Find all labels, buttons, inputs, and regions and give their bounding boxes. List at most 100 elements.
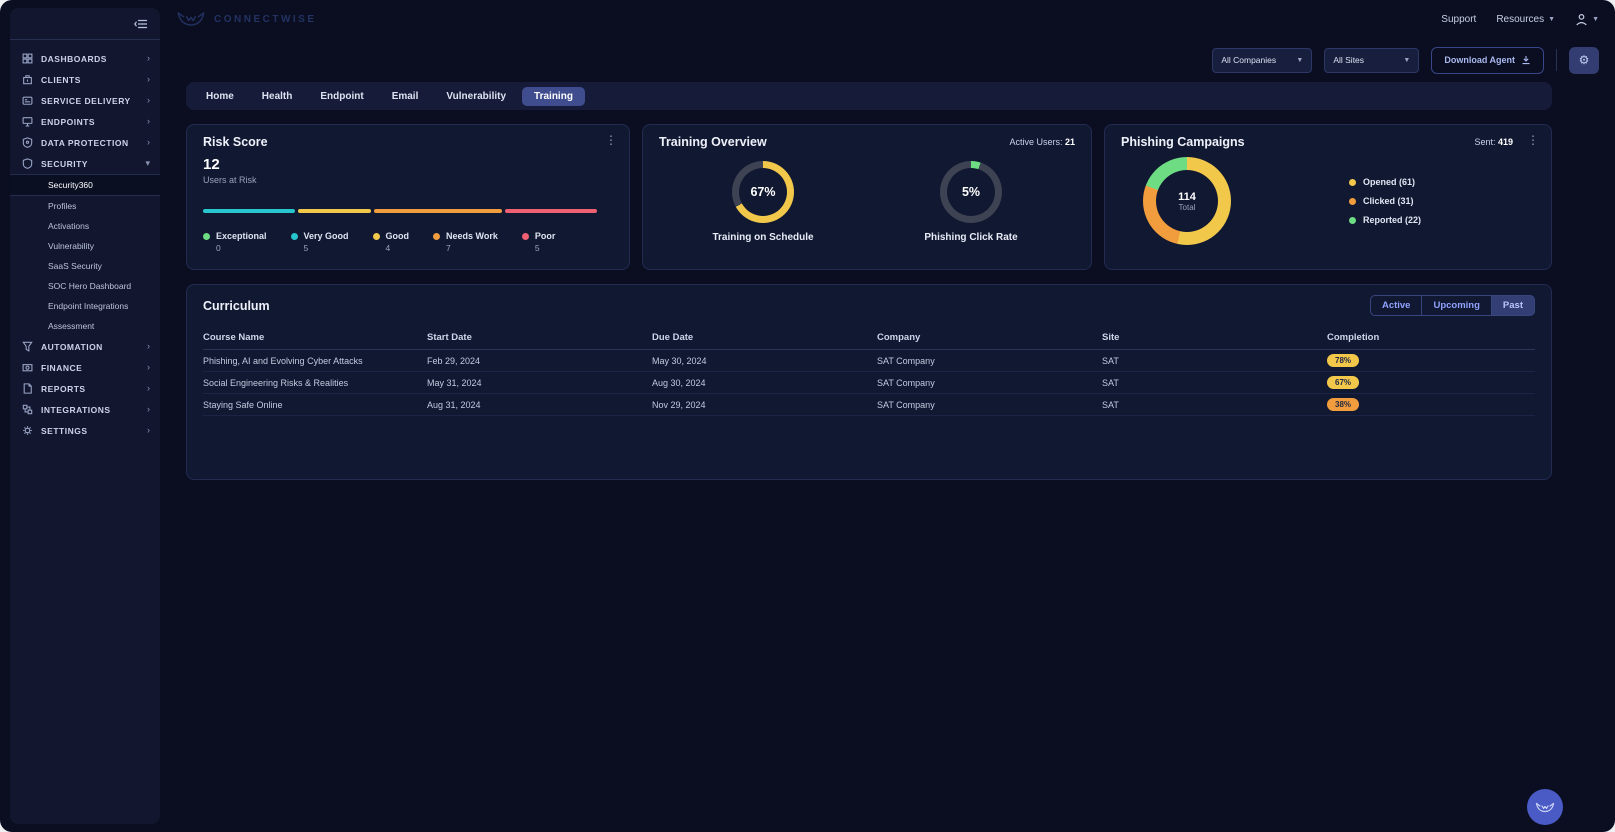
filters-toolbar: All Companies ▼ All Sites ▼ Download Age… [160,38,1615,82]
risk-score-card: Risk Score ⋮ 12 Users at Risk Exceptiona… [186,124,630,270]
chevron-right-icon: › [147,362,150,372]
tab-health[interactable]: Health [261,90,293,102]
card-title: Training Overview [659,135,767,149]
chevron-right-icon: › [147,74,150,84]
support-link[interactable]: Support [1441,13,1477,25]
users-at-risk-value: 12 [203,156,220,173]
resources-menu[interactable]: Resources ▼ [1496,13,1556,25]
kebab-menu-icon[interactable]: ⋮ [605,133,617,147]
legend-item: Exceptional 0 [203,231,267,253]
brand-logo: CONNECTWISE [176,10,317,28]
legend-item: Clicked (31) [1349,196,1421,206]
toolbar-divider [1556,49,1557,71]
chevron-right-icon: › [147,116,150,126]
risk-bar-segment [203,209,295,213]
chevron-down-icon: ▼ [1296,56,1304,64]
sidebar-subitem-endpoint-integrations[interactable]: Endpoint Integrations [48,301,129,311]
sidebar-subitem-soc-hero-dashboard[interactable]: SOC Hero Dashboard [48,281,132,291]
sidebar-item-dashboards[interactable]: DASHBOARDS › [10,48,160,69]
kebab-menu-icon[interactable]: ⋮ [1527,133,1539,147]
table-row[interactable]: Staying Safe Online Aug 31, 2024 Nov 29,… [203,394,1535,416]
companies-filter-dropdown[interactable]: All Companies ▼ [1212,47,1313,73]
legend-item: Very Good 5 [290,231,349,253]
header-actions: Support Resources ▼ ▼ [1441,13,1599,26]
table-row[interactable]: Phishing, AI and Evolving Cyber Attacks … [203,350,1535,372]
users-at-risk-label: Users at Risk [203,175,257,185]
settings-gear-icon [22,425,33,436]
sidebar-item-integrations[interactable]: INTEGRATIONS › [10,399,160,420]
phishing-legend: Opened (61) Clicked (31) Reported (22) [1349,177,1421,225]
sidebar-item-data-protection[interactable]: DATA PROTECTION › [10,132,160,153]
tab-training[interactable]: Training [522,86,585,106]
sidebar-subitem-saas-security[interactable]: SaaS Security [48,261,102,271]
sidebar-collapse-button[interactable] [134,19,148,29]
sidebar-item-clients[interactable]: CLIENTS › [10,69,160,90]
legend-item: Needs Work 7 [433,231,498,253]
curriculum-table: Course Name Start Date Due Date Company … [203,326,1535,416]
tab-email[interactable]: Email [391,90,419,102]
gauge-ring-0: 67% [732,161,794,223]
sidebar: DASHBOARDS › CLIENTS › SERVICE DELIVERY … [10,8,160,824]
brand-wordmark: CONNECTWISE [214,13,317,25]
settings-gear-button[interactable]: ⚙ [1569,46,1599,74]
tab-vulnerability[interactable]: Vulnerability [446,90,507,102]
download-icon [1522,56,1530,65]
gauge-ring-1: 5% [940,161,1002,223]
filter-past-button[interactable]: Past [1491,295,1535,316]
legend-item: Opened (61) [1349,177,1421,187]
sidebar-item-settings[interactable]: SETTINGS › [10,420,160,441]
legend-dot [290,232,298,240]
sidebar-subitem-activations[interactable]: Activations [48,221,90,231]
download-agent-button[interactable]: Download Agent [1431,46,1544,74]
legend-dot [1349,197,1356,205]
chevron-down-icon: ▼ [1403,56,1411,64]
training-overview-card: Training Overview Active Users: 21 67% T… [642,124,1092,270]
sidebar-item-service-delivery[interactable]: SERVICE DELIVERY › [10,90,160,111]
active-users: Active Users: 21 [1009,137,1075,147]
sidebar-subitem-assessment[interactable]: Assessment [48,321,95,331]
card-title: Risk Score [203,135,268,149]
user-menu[interactable]: ▼ [1575,13,1599,26]
integrations-icon [22,404,33,415]
sidebar-subitem-vulnerability[interactable]: Vulnerability [48,241,94,251]
legend-item: Good 4 [372,231,409,253]
chevron-right-icon: › [147,425,150,435]
sidebar-subitem-profiles[interactable]: Profiles [48,201,77,211]
data-protection-icon [22,137,33,148]
filter-upcoming-button[interactable]: Upcoming [1422,295,1492,316]
top-header: CONNECTWISE Support Resources ▼ ▼ [160,0,1615,38]
chevron-down-icon: ▾ [145,158,150,168]
legend-item: Poor 5 [521,231,555,253]
sidebar-item-security[interactable]: SECURITY ▾ [10,153,160,174]
tab-home[interactable]: Home [206,90,234,102]
sites-filter-dropdown[interactable]: All Sites ▼ [1324,47,1420,73]
table-header-row: Course Name Start Date Due Date Company … [203,326,1535,350]
sidebar-subitem-security360[interactable]: Security360 [10,174,160,196]
sidebar-nav: DASHBOARDS › CLIENTS › SERVICE DELIVERY … [10,40,160,441]
completion-badge: 78% [1327,354,1360,367]
table-row[interactable]: Social Engineering Risks & Realities May… [203,372,1535,394]
training-gauges: 67% Training on Schedule 5% Phishing Cli… [659,161,1075,243]
finance-icon [22,362,33,373]
sidebar-item-finance[interactable]: FINANCE › [10,357,160,378]
tab-endpoint[interactable]: Endpoint [320,90,364,102]
sidebar-item-reports[interactable]: REPORTS › [10,378,160,399]
sent-count: Sent: 419 [1474,137,1513,147]
tab-bar: Home Health Endpoint Email Vulnerability… [186,82,1552,110]
legend-dot [1349,178,1356,186]
risk-legend: Exceptional 0 Very Good 5 Good 4 Needs [203,231,613,253]
legend-dot [1349,216,1356,224]
phishing-click-rate-gauge: 5% Phishing Click Rate [881,161,1061,243]
phishing-donut: 114 Total [1143,157,1231,245]
dashboard-content: Home Health Endpoint Email Vulnerability… [160,82,1615,480]
reports-icon [22,383,33,394]
user-avatar-icon [1576,13,1587,25]
filter-active-button[interactable]: Active [1369,295,1423,316]
sidebar-item-endpoints[interactable]: ENDPOINTS › [10,111,160,132]
assistant-fab-button[interactable] [1527,789,1563,825]
chevron-right-icon: › [147,95,150,105]
sidebar-item-automation[interactable]: AUTOMATION › [10,336,160,357]
main-area: CONNECTWISE Support Resources ▼ ▼ All Co… [160,0,1615,832]
curriculum-card: Curriculum Active Upcoming Past Course N… [186,284,1552,480]
curriculum-filters: Active Upcoming Past [1369,295,1535,316]
